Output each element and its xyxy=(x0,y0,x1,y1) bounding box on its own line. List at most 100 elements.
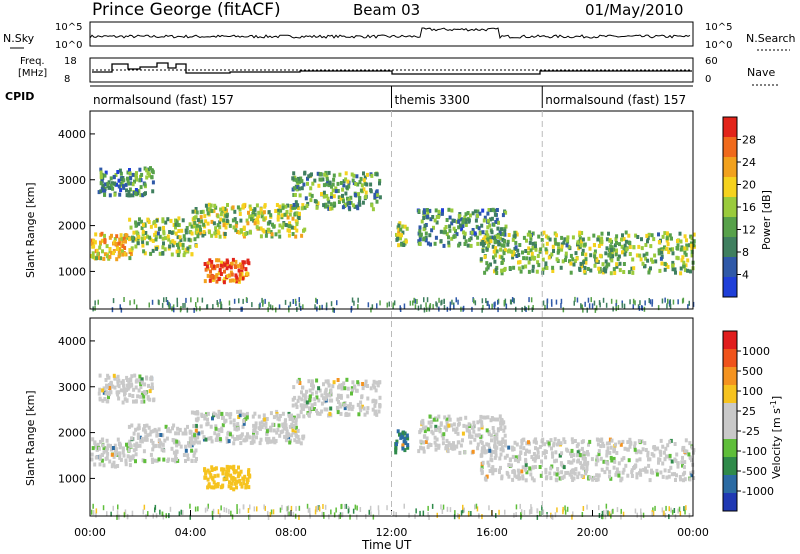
echo-cell xyxy=(174,459,178,464)
echo-cell xyxy=(212,480,216,485)
echo-cell xyxy=(627,270,631,275)
echo-cell xyxy=(635,472,639,477)
echo-speckle xyxy=(267,307,269,313)
echo-cell xyxy=(683,246,687,251)
echo-cell xyxy=(476,213,479,218)
echo-cell xyxy=(127,190,131,194)
echo-cell xyxy=(667,474,671,479)
echo-cell xyxy=(101,443,105,448)
echo-cell xyxy=(460,217,464,222)
echo-cell xyxy=(480,465,484,470)
echo-cell xyxy=(284,438,288,443)
echo-speckle xyxy=(330,301,333,307)
echo-cell xyxy=(242,234,246,239)
colorbar-swatch xyxy=(723,137,737,157)
echo-cell xyxy=(305,400,309,405)
echo-cell xyxy=(605,441,609,446)
echo-cell xyxy=(99,189,103,194)
echo-cell xyxy=(572,458,576,463)
echo-cell xyxy=(501,232,505,237)
echo-cell xyxy=(555,478,559,483)
echo-cell xyxy=(608,474,611,479)
echo-cell xyxy=(306,176,309,181)
echo-cell xyxy=(422,208,426,213)
echo-speckle xyxy=(432,304,434,310)
echo-cell xyxy=(362,187,366,192)
echo-cell xyxy=(595,473,599,478)
echo-speckle xyxy=(687,304,689,310)
echo-cell xyxy=(97,446,101,451)
echo-cell xyxy=(326,196,330,201)
echo-cell xyxy=(324,202,328,207)
echo-speckle xyxy=(288,511,290,517)
echo-cell xyxy=(430,429,434,434)
echo-cell xyxy=(507,249,510,254)
echo-cell xyxy=(285,209,289,214)
echo-speckle xyxy=(233,298,236,304)
colorbar-tick-label: 100 xyxy=(742,385,763,398)
echo-cell xyxy=(363,175,367,180)
echo-cell xyxy=(142,449,146,454)
echo-cell xyxy=(345,377,349,382)
echo-cell xyxy=(326,204,330,209)
echo-cell xyxy=(494,246,498,251)
echo-cell xyxy=(689,241,693,246)
echo-cell xyxy=(505,453,509,458)
echo-cell xyxy=(531,268,535,273)
echo-cell xyxy=(297,395,301,400)
echo-cell xyxy=(118,247,122,251)
echo-cell xyxy=(495,271,499,275)
nave-label: Nave xyxy=(747,66,775,79)
echo-cell xyxy=(192,216,196,221)
echo-speckle xyxy=(309,510,311,516)
echo-cell xyxy=(641,447,645,452)
echo-cell xyxy=(188,244,192,249)
echo-cell xyxy=(394,445,398,450)
echo-cell xyxy=(208,470,212,475)
echo-cell xyxy=(134,447,138,452)
echo-speckle xyxy=(544,304,546,310)
echo-cell xyxy=(583,242,587,247)
echo-cell xyxy=(665,238,669,243)
echo-cell xyxy=(646,258,650,263)
echo-speckle xyxy=(97,299,99,305)
sky-tick-left-bottom: 10^0 xyxy=(55,40,82,51)
echo-cell xyxy=(485,246,489,251)
echo-cell xyxy=(637,244,641,249)
echo-cell xyxy=(492,429,496,434)
echo-cell xyxy=(458,223,462,228)
echo-cell xyxy=(99,175,103,180)
echo-cell xyxy=(98,396,102,401)
echo-cell xyxy=(328,411,332,416)
echo-cell xyxy=(213,203,217,208)
echo-cell xyxy=(144,231,148,235)
echo-cell xyxy=(678,231,682,236)
echo-speckle xyxy=(95,508,98,514)
echo-cell xyxy=(211,416,214,421)
echo-cell xyxy=(469,243,473,248)
echo-cell xyxy=(532,452,536,456)
echo-cell xyxy=(402,243,406,247)
echo-cell xyxy=(527,246,531,251)
echo-cell xyxy=(194,423,198,428)
echo-cell xyxy=(479,414,483,419)
echo-speckle xyxy=(623,303,626,309)
echo-cell xyxy=(165,436,169,441)
echo-cell xyxy=(622,247,626,252)
echo-cell xyxy=(173,240,177,245)
echo-cell xyxy=(135,230,139,235)
echo-cell xyxy=(636,235,640,239)
echo-cell xyxy=(425,436,429,441)
echo-speckle xyxy=(423,307,426,313)
echo-cell xyxy=(424,235,428,240)
echo-cell xyxy=(485,267,489,272)
echo-cell xyxy=(194,411,198,416)
echo-cell xyxy=(341,187,345,192)
echo-cell xyxy=(524,264,528,269)
echo-cell xyxy=(199,210,203,215)
echo-cell xyxy=(655,468,659,473)
echo-cell xyxy=(142,399,146,404)
echo-speckle xyxy=(428,515,430,520)
echo-cell xyxy=(517,471,521,476)
echo-speckle xyxy=(416,299,418,304)
